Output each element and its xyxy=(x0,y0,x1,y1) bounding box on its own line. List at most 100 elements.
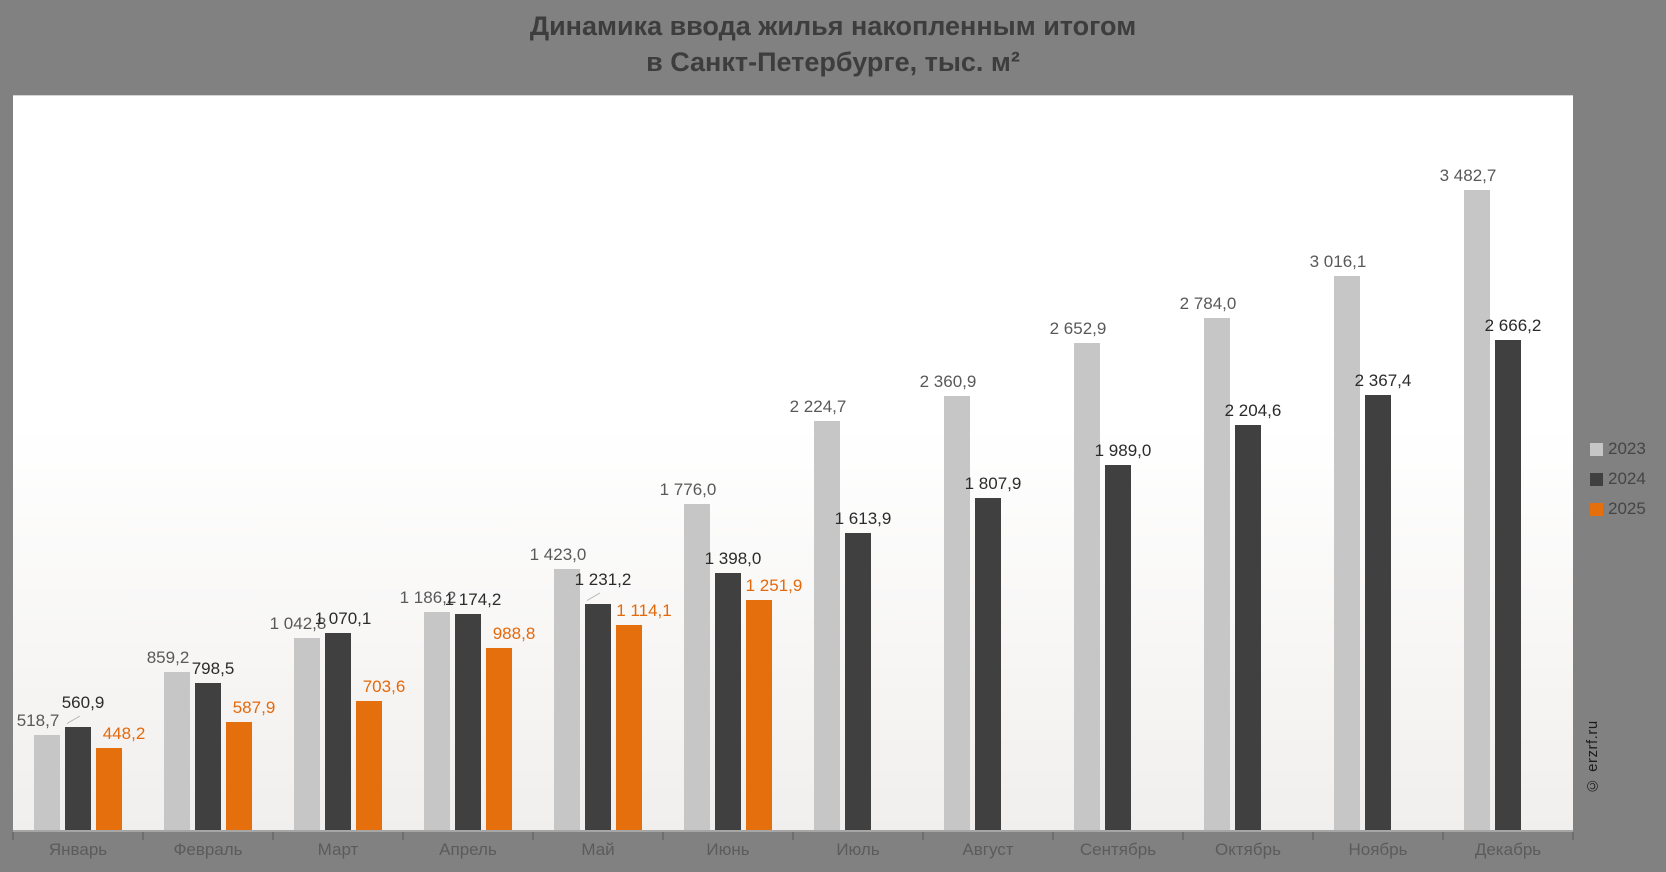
x-axis-label-8: Август xyxy=(962,840,1014,859)
x-axis-tick xyxy=(922,832,924,840)
bar-2024-Октябрь xyxy=(1235,424,1261,830)
bar-value-label-2024-Январь: 560,9 xyxy=(61,692,105,712)
bar-2024-Сентябрь xyxy=(1105,464,1131,830)
bar-2023-Апрель xyxy=(424,612,450,830)
x-axis-label-7: Июль xyxy=(836,840,880,859)
bar-value-label-2023-Август: 2 360,9 xyxy=(919,372,977,392)
x-axis-tick xyxy=(1572,832,1574,840)
bar-value-label-2024-Апрель: 1 174,2 xyxy=(444,590,502,610)
x-axis-tick xyxy=(792,832,794,840)
bar-value-label-2023-Июль: 2 224,7 xyxy=(789,397,847,417)
bar-value-label-2024-Февраль: 798,5 xyxy=(191,659,235,679)
plot-area xyxy=(13,95,1573,831)
bar-2025-Апрель xyxy=(486,648,512,830)
bar-2024-Ноябрь xyxy=(1365,394,1391,830)
x-axis-label-3: Март xyxy=(317,840,359,859)
x-axis-tick xyxy=(1052,832,1054,840)
bar-2025-Январь xyxy=(96,747,122,830)
x-axis-label-4: Апрель xyxy=(439,840,497,859)
bar-2023-Август xyxy=(944,396,970,830)
bar-value-label-2023-Октябрь: 2 784,0 xyxy=(1179,294,1237,314)
bar-value-label-2023-Декабрь: 3 482,7 xyxy=(1439,166,1497,186)
bar-2023-Июль xyxy=(814,421,840,830)
bar-2024-Февраль xyxy=(195,683,221,830)
x-axis-label-12: Декабрь xyxy=(1474,840,1542,859)
legend-label-2023: 2023 xyxy=(1608,439,1646,458)
legend-swatch-2024 xyxy=(1590,472,1603,486)
bar-2023-Январь xyxy=(34,734,60,830)
bar-value-label-2025-Май: 1 114,1 xyxy=(616,601,672,621)
x-axis-tick xyxy=(532,832,534,840)
bar-2023-Декабрь xyxy=(1464,190,1490,830)
x-axis-label-1: Январь xyxy=(48,840,108,859)
bar-value-label-2025-Март: 703,6 xyxy=(362,676,406,696)
bar-2025-Март xyxy=(356,700,382,830)
x-axis-tick xyxy=(1182,832,1184,840)
x-axis-label-5: Май xyxy=(581,840,615,859)
bar-value-label-2024-Август: 1 807,9 xyxy=(964,473,1022,493)
bar-value-label-2023-Февраль: 859,2 xyxy=(146,648,190,668)
x-axis-tick xyxy=(272,832,274,840)
legend: 2023 2024 2025 xyxy=(1590,438,1646,528)
bar-2024-Май xyxy=(585,603,611,830)
chart-title-line1: Динамика ввода жилья накопленным итогом xyxy=(529,11,1137,41)
bar-value-label-2024-Сентябрь: 1 989,0 xyxy=(1094,440,1152,460)
bar-value-label-2023-Ноябрь: 3 016,1 xyxy=(1309,251,1367,271)
bar-value-label-2024-Декабрь: 2 666,2 xyxy=(1484,316,1542,336)
legend-swatch-2025 xyxy=(1590,502,1603,516)
chart-title: Динамика ввода жилья накопленным итогом … xyxy=(0,8,1666,80)
bar-2023-Февраль xyxy=(164,672,190,830)
bar-2024-Апрель xyxy=(455,614,481,830)
bar-2025-Июнь xyxy=(746,599,772,830)
x-axis-label-6: Июнь xyxy=(706,840,750,859)
x-axis-tick xyxy=(12,832,14,840)
x-axis-tick xyxy=(662,832,664,840)
bar-2024-Март xyxy=(325,633,351,830)
bar-2025-Май xyxy=(616,625,642,830)
bar-2024-Июль xyxy=(845,533,871,830)
bar-value-label-2025-Апрель: 988,8 xyxy=(492,624,536,644)
bar-2023-Сентябрь xyxy=(1074,342,1100,830)
bar-value-label-2023-Январь: 518,7 xyxy=(16,710,60,730)
bar-value-label-2024-Март: 1 070,1 xyxy=(314,609,372,629)
x-axis-label-10: Октябрь xyxy=(1215,840,1281,859)
legend-label-2024: 2024 xyxy=(1608,469,1646,488)
bar-2023-Март xyxy=(294,638,320,830)
bar-value-label-2023-Сентябрь: 2 652,9 xyxy=(1049,318,1107,338)
bar-value-label-2023-Май: 1 423,0 xyxy=(529,544,587,564)
x-axis-tick xyxy=(1442,832,1444,840)
legend-swatch-2023 xyxy=(1590,442,1603,456)
bar-value-label-2023-Март: 1 042,8 xyxy=(269,614,327,634)
x-axis-label-11: Ноябрь xyxy=(1348,840,1408,859)
x-axis-label-2: Февраль xyxy=(173,840,243,859)
bar-value-label-2023-Апрель: 1 186,2 xyxy=(399,588,457,608)
bar-value-label-2024-Октябрь: 2 204,6 xyxy=(1224,400,1282,420)
x-axis-tick xyxy=(402,832,404,840)
bar-value-label-2025-Февраль: 587,9 xyxy=(232,697,276,717)
bar-2023-Май xyxy=(554,568,580,830)
bar-2024-Декабрь xyxy=(1495,340,1521,830)
bar-2024-Январь xyxy=(65,726,91,830)
bar-value-label-2025-Январь: 448,2 xyxy=(102,723,146,743)
bar-value-label-2023-Июнь: 1 776,0 xyxy=(659,479,717,499)
bar-2024-Июнь xyxy=(715,573,741,830)
chart-title-line2: в Санкт-Петербурге, тыс. м² xyxy=(646,47,1020,77)
x-axis-tick xyxy=(1312,832,1314,840)
bar-2023-Ноябрь xyxy=(1334,275,1360,830)
legend-item-2024: 2024 xyxy=(1590,468,1646,490)
bar-2024-Август xyxy=(975,497,1001,830)
legend-item-2025: 2025 xyxy=(1590,498,1646,520)
bar-value-label-2024-Май: 1 231,2 xyxy=(574,569,632,589)
x-axis-line xyxy=(13,830,1573,832)
bar-value-label-2024-Ноябрь: 2 367,4 xyxy=(1354,370,1412,390)
x-axis-label-9: Сентябрь xyxy=(1079,840,1157,859)
legend-item-2023: 2023 xyxy=(1590,438,1646,460)
watermark: © erzrf.ru xyxy=(1584,720,1601,794)
bar-value-label-2024-Июнь: 1 398,0 xyxy=(704,549,762,569)
bar-2023-Июнь xyxy=(684,503,710,830)
legend-label-2025: 2025 xyxy=(1608,499,1646,518)
bar-value-label-2025-Июнь: 1 251,9 xyxy=(745,575,803,595)
x-axis-tick xyxy=(142,832,144,840)
bar-2025-Февраль xyxy=(226,721,252,830)
